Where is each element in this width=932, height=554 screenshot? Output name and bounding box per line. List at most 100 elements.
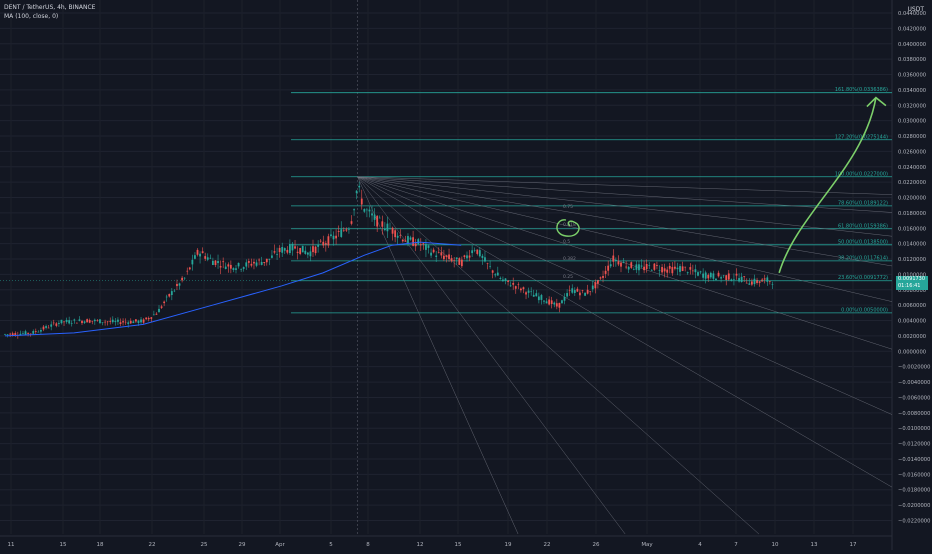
candle-body — [417, 239, 420, 244]
candle-body — [635, 264, 638, 270]
date-tick-label: 18 — [97, 542, 104, 548]
candle-body — [253, 261, 255, 264]
indicator-legend[interactable]: MA (100, close, 0) — [4, 13, 59, 20]
candle-body — [99, 319, 101, 324]
candle-body — [191, 259, 194, 265]
price-tick-label: 0.0380000 — [898, 57, 926, 63]
candle-body — [240, 269, 243, 270]
candle-body — [155, 313, 158, 315]
candle-body — [758, 281, 761, 283]
candle-body — [247, 261, 250, 263]
candle-body — [186, 270, 189, 272]
candle-body — [45, 326, 47, 328]
candle-body — [473, 250, 476, 251]
candle-body — [502, 279, 504, 281]
price-tick-label: −0.0160000 — [898, 472, 930, 478]
price-tick-label: 0.0060000 — [898, 303, 926, 309]
candle-body — [466, 255, 468, 259]
candle-body — [404, 240, 407, 242]
candle-body — [183, 277, 186, 279]
candle-body — [260, 261, 263, 265]
candle-body — [771, 284, 774, 285]
candle-body — [620, 262, 622, 267]
candle-body — [630, 262, 633, 268]
candle-body — [373, 214, 376, 220]
candle-body — [201, 251, 204, 254]
candle-body — [579, 292, 581, 296]
candle-body — [702, 273, 705, 278]
candle-body — [484, 257, 486, 262]
candle-body — [250, 263, 253, 266]
fan-marker-label: 0.382 — [563, 256, 576, 262]
candle-body — [178, 283, 181, 286]
candle-body — [512, 282, 515, 285]
price-tick-label: 0.0200000 — [898, 196, 926, 202]
candle-body — [147, 318, 150, 320]
candle-body — [548, 299, 551, 305]
candle-body — [740, 276, 743, 282]
candle-body — [622, 261, 625, 263]
fan-line — [357, 176, 893, 195]
candle-body — [401, 239, 404, 242]
candle-body — [224, 266, 227, 270]
candle-body — [196, 249, 199, 255]
candle-body — [396, 235, 399, 238]
candle-body — [743, 276, 746, 278]
candle-body — [222, 261, 225, 263]
candle-body — [571, 288, 574, 293]
candle-body — [563, 296, 566, 301]
candle-body — [11, 333, 14, 336]
candle-body — [378, 217, 381, 219]
fib-level-label: 161.80%(0.0336386) — [835, 87, 888, 93]
candle-body — [676, 267, 679, 270]
price-tick-label: 0.0320000 — [898, 103, 926, 109]
candle-body — [617, 261, 620, 265]
candle-body — [101, 322, 104, 323]
candle-body — [612, 255, 615, 262]
candle-body — [229, 264, 232, 269]
candle-body — [273, 251, 276, 253]
date-tick-label: 22 — [544, 542, 551, 548]
candle-body — [440, 252, 443, 256]
candle-body — [265, 258, 268, 263]
candle-body — [73, 319, 76, 321]
symbol-title[interactable]: DENT / TetherUS, 4h, BINANCE — [4, 4, 96, 11]
candle-body — [63, 321, 65, 323]
candle-body — [555, 303, 558, 307]
date-tick-label: 13 — [811, 542, 818, 548]
candle-body — [625, 266, 628, 268]
candle-body — [391, 227, 394, 234]
price-tick-label: 0.0400000 — [898, 42, 926, 48]
chart-header: DENT / TetherUS, 4h, BINANCE MA (100, cl… — [4, 3, 95, 21]
candle-body — [589, 291, 592, 292]
candle-body — [543, 300, 545, 302]
candle-body — [363, 208, 366, 212]
candle-body — [81, 320, 83, 324]
candle-body — [437, 252, 440, 253]
candle-body — [70, 323, 73, 324]
candle-body — [751, 281, 753, 285]
price-tick-label: −0.0040000 — [898, 380, 930, 386]
fan-line — [357, 176, 760, 535]
candle-body — [109, 321, 112, 322]
candle-body — [206, 257, 209, 260]
candle-body — [643, 266, 645, 271]
candle-body — [607, 265, 610, 271]
candle-body — [684, 266, 687, 268]
last-price-tag: 0.0091730 01:16:41 — [896, 276, 928, 290]
candle-body — [281, 246, 284, 253]
candle-body — [730, 279, 733, 281]
candle-body — [78, 319, 81, 321]
candle-body — [520, 288, 522, 291]
candle-body — [158, 308, 160, 313]
candle-body — [704, 272, 707, 279]
price-tick-label: 0.0040000 — [898, 319, 926, 325]
candle-body — [232, 268, 235, 270]
candle-body — [383, 228, 386, 231]
candle-body — [32, 331, 35, 334]
candle-body — [561, 300, 563, 304]
last-price-value: 0.0091730 — [898, 276, 926, 282]
date-tick-label: 15 — [60, 542, 67, 548]
